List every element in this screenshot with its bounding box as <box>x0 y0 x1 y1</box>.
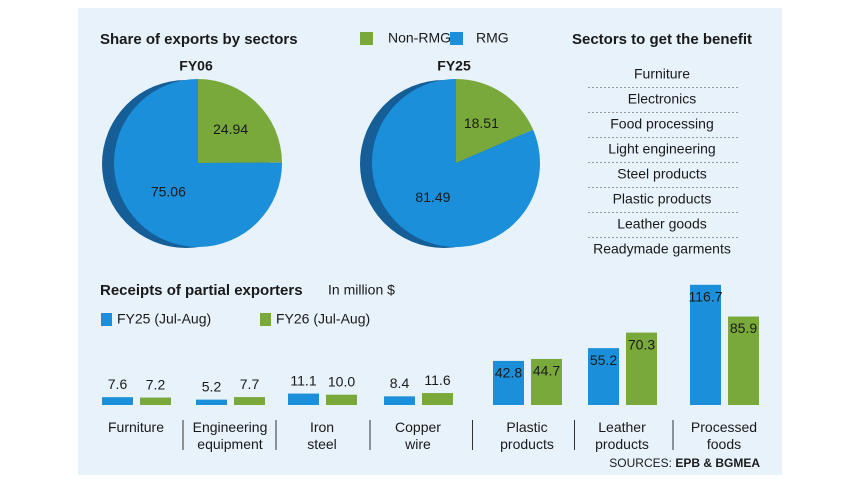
bar <box>102 397 133 405</box>
sector-item: Food processing <box>610 116 714 132</box>
sources: SOURCES: EPB & BGMEA <box>609 456 760 470</box>
slice-label: 81.49 <box>415 189 450 205</box>
slice-label: 75.06 <box>151 183 186 199</box>
value-label: 70.3 <box>628 336 655 352</box>
pie-subtitle: FY06 <box>179 58 213 74</box>
sectors-title: Sectors to get the benefit <box>572 31 752 48</box>
bar-title: Receipts of partial exporters <box>100 282 303 299</box>
value-label: 5.2 <box>202 378 222 394</box>
sector-item: Furniture <box>634 66 690 82</box>
slice-label: 18.51 <box>464 115 499 131</box>
pie-slice <box>114 79 282 248</box>
sources-text: EPB & BGMEA <box>675 456 760 470</box>
category-label: Leather products <box>595 419 649 452</box>
bar <box>626 332 657 405</box>
category-label: Engineering equipment <box>193 419 268 452</box>
value-label: 85.9 <box>730 320 757 336</box>
value-label: 11.6 <box>424 372 450 388</box>
sector-item: Light engineering <box>608 141 715 157</box>
bar-subtitle: In million $ <box>328 282 395 298</box>
bar <box>384 396 415 405</box>
bar <box>288 393 319 405</box>
value-label: 11.1 <box>290 372 316 388</box>
pie-title: Share of exports by sectors <box>100 31 298 48</box>
sector-item: Readymade garments <box>593 241 731 257</box>
pie-slice <box>198 79 282 163</box>
sector-item: Plastic products <box>613 191 712 207</box>
category-label: Copper wire <box>395 419 441 452</box>
bar <box>422 393 453 405</box>
category-label: Plastic products <box>500 419 554 452</box>
legend-swatch <box>360 32 373 45</box>
category-label: Iron steel <box>307 419 337 452</box>
legend-label: RMG <box>476 30 509 46</box>
value-label: 55.2 <box>590 352 617 368</box>
value-label: 7.2 <box>146 376 166 392</box>
category-label: Furniture <box>108 419 164 435</box>
bar <box>140 397 171 405</box>
legend-swatch <box>260 313 271 326</box>
bar <box>531 358 562 405</box>
value-label: 10.0 <box>328 373 355 389</box>
sector-item: Leather goods <box>617 216 707 232</box>
bar <box>493 360 524 405</box>
category-label: Processed foods <box>691 419 757 452</box>
pie-slice <box>456 79 534 163</box>
bar <box>326 394 357 405</box>
bar <box>196 399 227 405</box>
value-label: 44.7 <box>533 363 560 379</box>
value-label: 42.8 <box>495 365 522 381</box>
value-label: 7.6 <box>108 376 128 392</box>
legend-swatch <box>101 313 112 326</box>
slice-label: 24.94 <box>213 121 248 137</box>
sector-item: Steel products <box>617 166 707 182</box>
bar <box>234 397 265 405</box>
legend-label: FY26 (Jul-Aug) <box>276 311 370 327</box>
bar <box>690 284 721 405</box>
legend-swatch <box>450 32 463 45</box>
sources-label: SOURCES: <box>609 456 672 470</box>
sector-item: Electronics <box>628 91 696 107</box>
bar <box>728 316 759 405</box>
bar <box>588 348 619 405</box>
legend-label: FY25 (Jul-Aug) <box>117 311 211 327</box>
value-label: 8.4 <box>390 375 410 391</box>
value-label: 116.7 <box>689 289 723 305</box>
legend-label: Non-RMG <box>388 30 451 46</box>
value-label: 7.7 <box>240 376 260 392</box>
pie-subtitle: FY25 <box>437 58 471 74</box>
pie-slice <box>371 79 540 247</box>
